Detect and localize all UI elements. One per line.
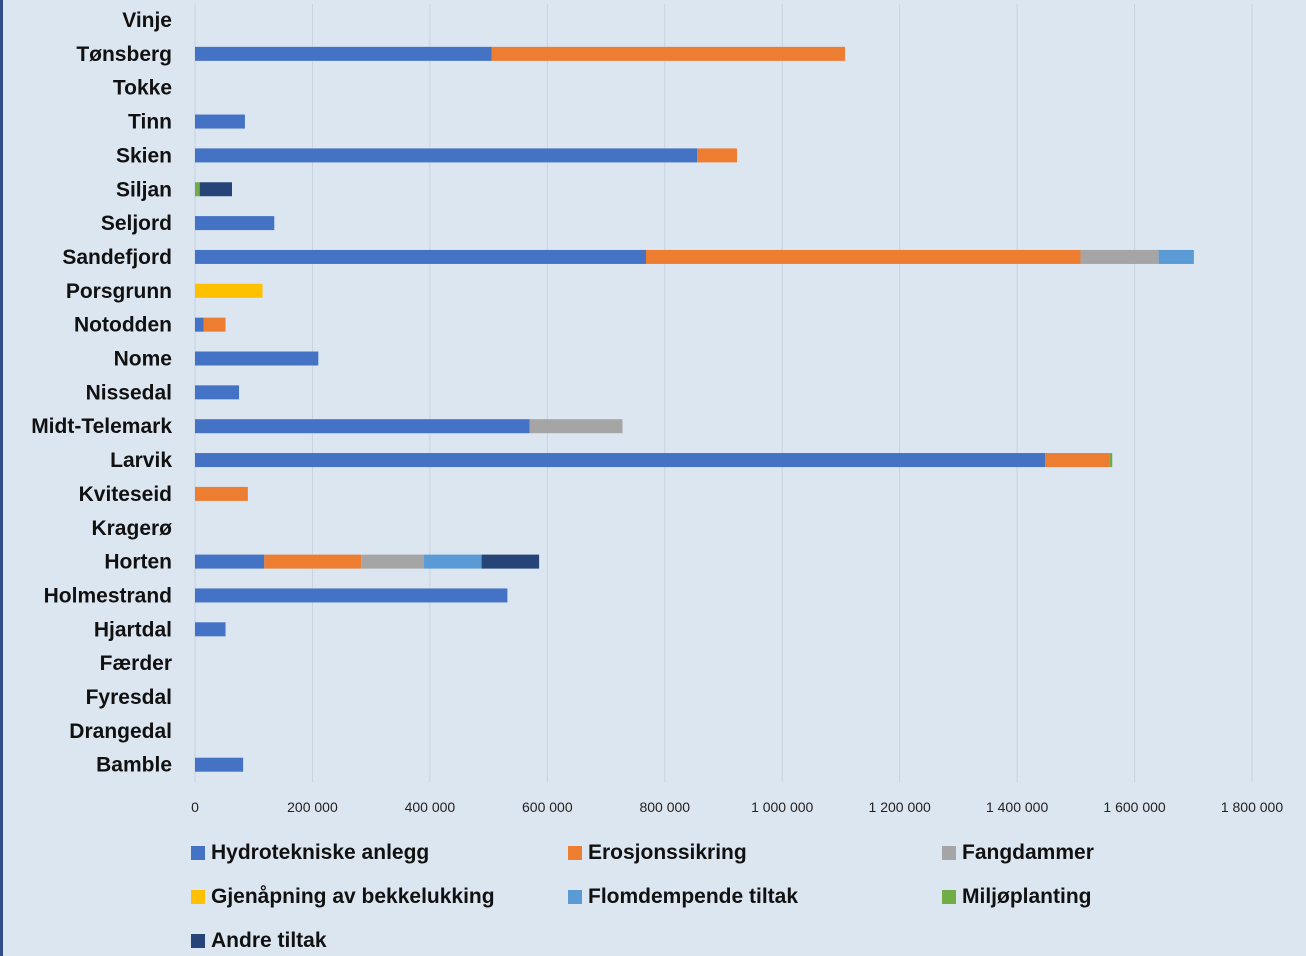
category-label-horten: Horten xyxy=(104,551,172,574)
x-tick-label: 0 xyxy=(191,799,199,815)
bar-holmestrand-hydrotekniske-anlegg xyxy=(195,588,508,603)
x-axis-tick-labels: 0 200 000 400 000 600 000 800 000 1 000 000 1 … xyxy=(191,799,1283,815)
category-label-t-nsberg: Tønsberg xyxy=(76,43,172,66)
bar-hjartdal-hydrotekniske-anlegg xyxy=(195,622,226,637)
bar-larvik-hydrotekniske-anlegg xyxy=(195,453,1046,468)
category-label-notodden: Notodden xyxy=(74,314,172,337)
legend-item-andre-tiltak: Andre tiltak xyxy=(191,926,327,956)
bar-horten-fangdammer xyxy=(361,554,425,569)
category-label-bamble: Bamble xyxy=(96,754,172,777)
bar-porsgrunn-gjena-pning-av-bekkelukking xyxy=(195,283,263,298)
legend-label: Andre tiltak xyxy=(211,929,327,952)
x-tick-label: 800 000 xyxy=(639,799,690,815)
bar-nome-hydrotekniske-anlegg xyxy=(195,351,319,366)
x-tick-label: 1 400 000 xyxy=(986,799,1048,815)
legend-swatch xyxy=(568,846,582,860)
category-label-siljan: Siljan xyxy=(116,178,172,201)
x-tick-label: 400 000 xyxy=(405,799,456,815)
legend-item-erosjonssikring: Erosjonssikring xyxy=(568,838,747,868)
category-label-tokke: Tokke xyxy=(113,77,172,100)
category-label-drangedal: Drangedal xyxy=(69,720,172,743)
category-label-larvik: Larvik xyxy=(110,449,172,472)
category-label-nome: Nome xyxy=(114,348,172,371)
x-tick-label: 1 200 000 xyxy=(869,799,931,815)
category-label-hjartdal: Hjartdal xyxy=(94,618,172,641)
bar-t-nsberg-hydrotekniske-anlegg xyxy=(195,46,492,61)
bar-horten-andre-tiltak xyxy=(481,554,540,569)
bar-horten-erosjonssikring xyxy=(264,554,362,569)
bar-larvik-erosjonssikring xyxy=(1045,453,1110,468)
category-labels: Vinje Tønsberg Tokke Tinn Skien Siljan Seljord… xyxy=(31,9,172,777)
bar-horten-flomdempende-tiltak xyxy=(424,554,482,569)
category-label-sandefjord: Sandefjord xyxy=(62,246,172,269)
category-label-kviteseid: Kviteseid xyxy=(79,483,172,506)
category-label-seljord: Seljord xyxy=(101,212,172,235)
legend-label: Flomdempende tiltak xyxy=(588,885,799,908)
bar-nissedal-hydrotekniske-anlegg xyxy=(195,385,240,400)
bar-sandefjord-erosjonssikring xyxy=(645,249,1081,264)
bar-sandefjord-hydrotekniske-anlegg xyxy=(195,249,646,264)
x-tick-label: 600 000 xyxy=(522,799,573,815)
x-tick-label: 200 000 xyxy=(287,799,338,815)
legend-item-hydrotekniske-anlegg: Hydrotekniske anlegg xyxy=(191,838,429,868)
bar-larvik-milj-planting xyxy=(1109,453,1113,468)
bar-horten-hydrotekniske-anlegg xyxy=(195,554,265,569)
bar-skien-erosjonssikring xyxy=(697,148,738,163)
legend-label: Gjenåpning av bekkelukking xyxy=(211,885,495,908)
bar-siljan-milj-planting xyxy=(195,182,200,197)
legend-swatch xyxy=(191,890,205,904)
bar-t-nsberg-erosjonssikring xyxy=(491,46,846,61)
legend-swatch xyxy=(191,846,205,860)
bar-chart: Vinje Tønsberg Tokke Tinn Skien Siljan Seljord… xyxy=(31,4,1283,815)
x-tick-label: 1 800 000 xyxy=(1221,799,1283,815)
legend-item-milj-planting: Miljøplanting xyxy=(942,882,1091,912)
category-label-krager: Kragerø xyxy=(91,517,172,540)
bar-bamble-hydrotekniske-anlegg xyxy=(195,757,244,772)
bar-midt-telemark-hydrotekniske-anlegg xyxy=(195,419,530,434)
bar-notodden-hydrotekniske-anlegg xyxy=(195,317,204,332)
bar-sandefjord-flomdempende-tiltak xyxy=(1158,249,1194,264)
bar-midt-telemark-fangdammer xyxy=(529,419,623,434)
legend-label: Hydrotekniske anlegg xyxy=(211,841,430,864)
legend-item-gjena-pning-av-bekkelukking: Gjenåpning av bekkelukking xyxy=(191,882,495,912)
legend-label: Erosjonssikring xyxy=(588,841,747,864)
gridlines xyxy=(194,4,1253,782)
legend-item-fangdammer: Fangdammer xyxy=(942,838,1094,868)
category-label-porsgrunn: Porsgrunn xyxy=(66,280,172,303)
legend-swatch xyxy=(942,846,956,860)
bars xyxy=(195,46,1194,772)
bar-notodden-erosjonssikring xyxy=(203,317,226,332)
category-label-f-rder: Færder xyxy=(100,652,172,675)
bar-siljan-andre-tiltak xyxy=(199,182,232,197)
bar-seljord-hydrotekniske-anlegg xyxy=(195,216,275,231)
category-label-skien: Skien xyxy=(116,144,172,167)
legend-item-flomdempende-tiltak: Flomdempende tiltak xyxy=(568,882,798,912)
x-tick-label: 1 000 000 xyxy=(751,799,813,815)
category-label-fyresdal: Fyresdal xyxy=(86,686,172,709)
legend-label: Fangdammer xyxy=(962,841,1094,864)
legend: Hydrotekniske anlegg Erosjonssikring Fangd… xyxy=(191,838,1301,954)
bar-tinn-hydrotekniske-anlegg xyxy=(195,114,245,129)
legend-swatch xyxy=(942,890,956,904)
legend-label: Miljøplanting xyxy=(962,885,1092,908)
category-label-vinje: Vinje xyxy=(122,9,172,32)
bar-sandefjord-fangdammer xyxy=(1080,249,1159,264)
bar-skien-hydrotekniske-anlegg xyxy=(195,148,698,163)
legend-swatch xyxy=(191,934,205,948)
bar-kviteseid-erosjonssikring xyxy=(195,486,248,501)
category-label-tinn: Tinn xyxy=(128,111,172,134)
category-label-nissedal: Nissedal xyxy=(86,381,172,404)
legend-swatch xyxy=(568,890,582,904)
category-label-midt-telemark: Midt-Telemark xyxy=(31,415,172,438)
x-tick-label: 1 600 000 xyxy=(1103,799,1165,815)
category-label-holmestrand: Holmestrand xyxy=(44,584,172,607)
